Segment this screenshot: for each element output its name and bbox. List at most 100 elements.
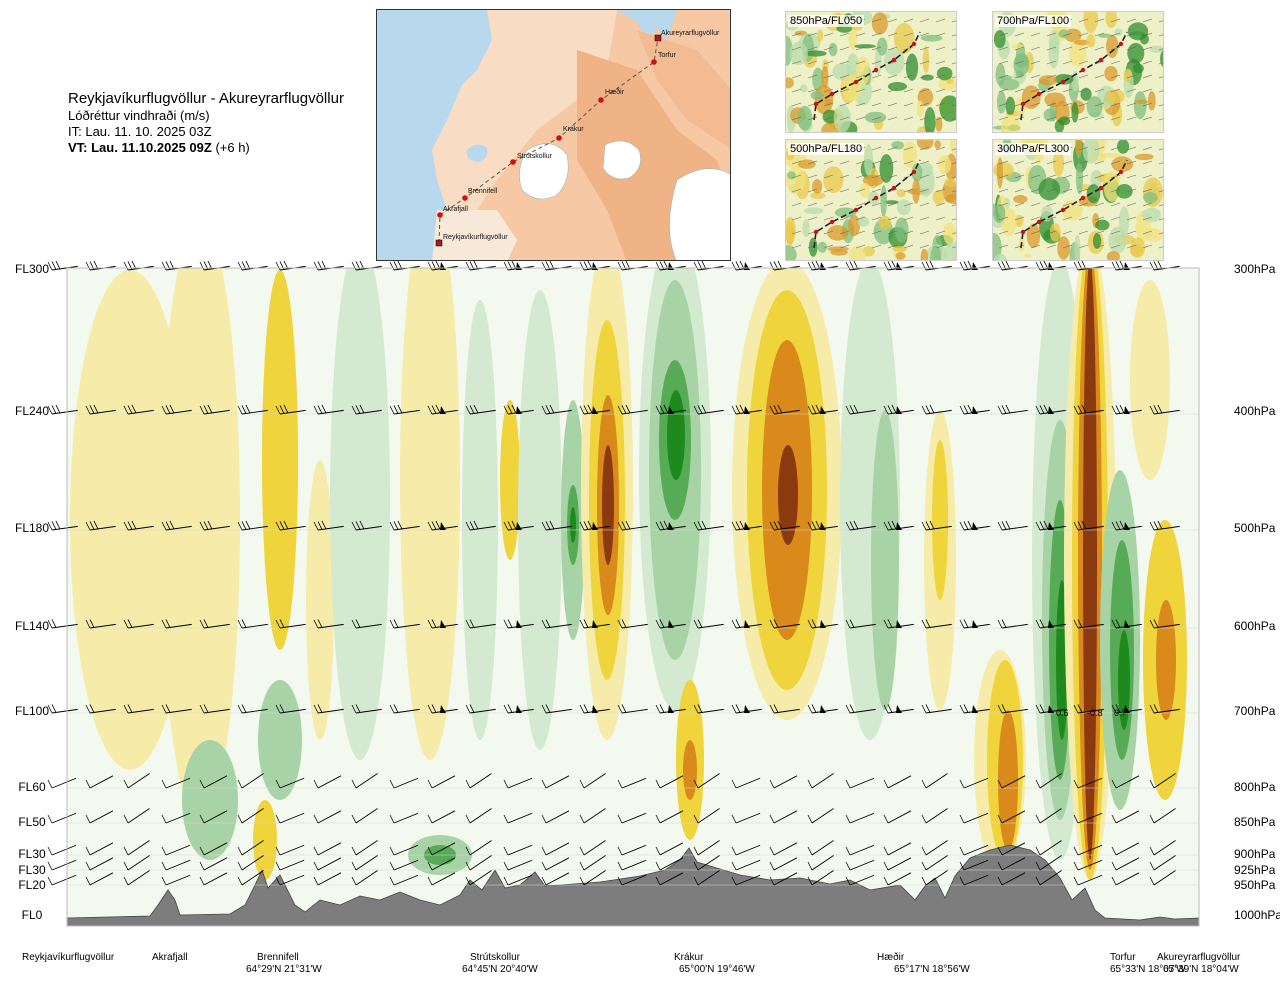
mini-barb <box>1126 32 1137 37</box>
wind-barb <box>579 619 610 629</box>
wind-barb <box>1149 855 1176 871</box>
field-patch <box>1053 149 1065 177</box>
wind-barb <box>199 520 230 531</box>
map-label-akrafjall: Akrafjall <box>443 206 468 213</box>
mini-barb <box>1094 146 1105 151</box>
wind-barb <box>845 404 876 415</box>
mini-map-300[interactable]: 300hPa/FL300 <box>992 139 1164 261</box>
mini-map-700[interactable]: 700hPa/FL100 <box>992 11 1164 133</box>
mini-map-500[interactable]: 500hPa/FL180 <box>785 139 957 261</box>
wind-barb <box>541 619 572 629</box>
mini-barb <box>951 162 956 165</box>
mini-barb <box>1142 230 1153 235</box>
mini-barb <box>1110 188 1121 193</box>
wind-barb <box>921 404 952 415</box>
wind-barb <box>237 840 264 856</box>
mini-barb <box>1014 46 1025 51</box>
wind-barb <box>427 404 458 415</box>
wind-barb <box>541 704 572 714</box>
field-patch <box>1048 30 1060 54</box>
wind-barb <box>1111 775 1140 789</box>
mini-barb <box>1014 188 1025 193</box>
mini-waypoint <box>873 67 879 73</box>
mini-barb <box>935 116 946 121</box>
mini-barb <box>1078 74 1089 79</box>
wind-barb <box>389 859 419 871</box>
mini-barb <box>951 104 956 107</box>
wind-barb <box>351 520 382 531</box>
wind-barb <box>275 404 306 415</box>
mini-barb <box>1142 60 1153 65</box>
field-patch <box>1068 39 1087 67</box>
wind-barb <box>123 870 150 886</box>
mini-barb <box>823 202 834 207</box>
wind-barb <box>123 619 154 629</box>
mini-barb <box>839 188 850 193</box>
contour-region-24 <box>683 740 697 800</box>
mini-barb <box>791 202 802 207</box>
mini-barb <box>807 88 818 93</box>
field-patch <box>1075 162 1083 195</box>
mini-map-500-label: 500hPa/FL180 <box>788 143 865 155</box>
field-patch <box>799 84 808 93</box>
wind-barb <box>769 810 798 824</box>
field-patch <box>810 192 826 200</box>
field-patch <box>893 23 915 54</box>
wind-barb <box>883 857 912 871</box>
wind-barb <box>1035 808 1062 824</box>
map-label-reykjavik: Reykjavíkurflugvöllur <box>443 234 508 241</box>
mini-waypoint <box>911 169 917 175</box>
mini-route <box>1020 159 1128 249</box>
mini-barb <box>855 160 866 165</box>
wind-barb <box>845 704 876 714</box>
field-patch <box>1130 237 1146 258</box>
wind-barb <box>123 704 154 714</box>
field-patch <box>998 78 1020 91</box>
mini-waypoint <box>1098 185 1104 191</box>
mini-barb <box>1078 146 1089 151</box>
wind-barb <box>579 773 606 789</box>
field-patch <box>887 81 907 91</box>
mini-barb <box>1094 46 1105 51</box>
field-patch <box>1044 92 1066 108</box>
wind-barb <box>427 775 456 789</box>
field-patch <box>920 34 943 42</box>
mini-barb <box>919 146 930 151</box>
wind-barb <box>959 874 989 886</box>
map-ocean <box>377 10 492 260</box>
mini-barb <box>823 174 834 179</box>
mini-barb <box>951 90 956 93</box>
mini-barb <box>919 160 930 165</box>
value-label-2: -0.8 <box>1087 708 1103 718</box>
field-patch <box>1043 108 1056 122</box>
tick-label-fl300: FL300 <box>15 262 49 276</box>
tick-label-fl30b: FL30 <box>18 863 46 877</box>
mini-barb <box>1094 74 1105 79</box>
mini-barb <box>919 216 930 221</box>
wind-barb <box>199 842 228 856</box>
mini-barb <box>1126 18 1137 23</box>
waypoint-brennifell-coords: 64°29'N 21°31'W <box>246 964 322 975</box>
wind-barb <box>351 808 378 824</box>
route-line <box>438 37 659 244</box>
field-patch <box>1086 34 1096 48</box>
field-patch <box>930 245 942 260</box>
wind-barb <box>731 520 762 531</box>
wind-barb <box>883 704 914 714</box>
mini-barb <box>839 174 850 179</box>
wind-barb <box>579 840 606 856</box>
wind-barb <box>1149 704 1180 714</box>
mini-map-850[interactable]: 850hPa/FL050 <box>785 11 957 133</box>
wind-barb <box>693 619 724 629</box>
mini-barb <box>839 46 850 51</box>
field-patch <box>848 26 858 50</box>
mini-waypoint <box>891 57 897 63</box>
mini-barb <box>903 160 914 165</box>
wind-barb <box>883 520 914 531</box>
wind-barb <box>313 810 342 824</box>
field-patch <box>1134 153 1154 161</box>
mini-barb <box>951 62 956 65</box>
mini-barb <box>1094 230 1105 235</box>
wind-barb <box>503 859 533 871</box>
wind-barb <box>959 704 990 714</box>
